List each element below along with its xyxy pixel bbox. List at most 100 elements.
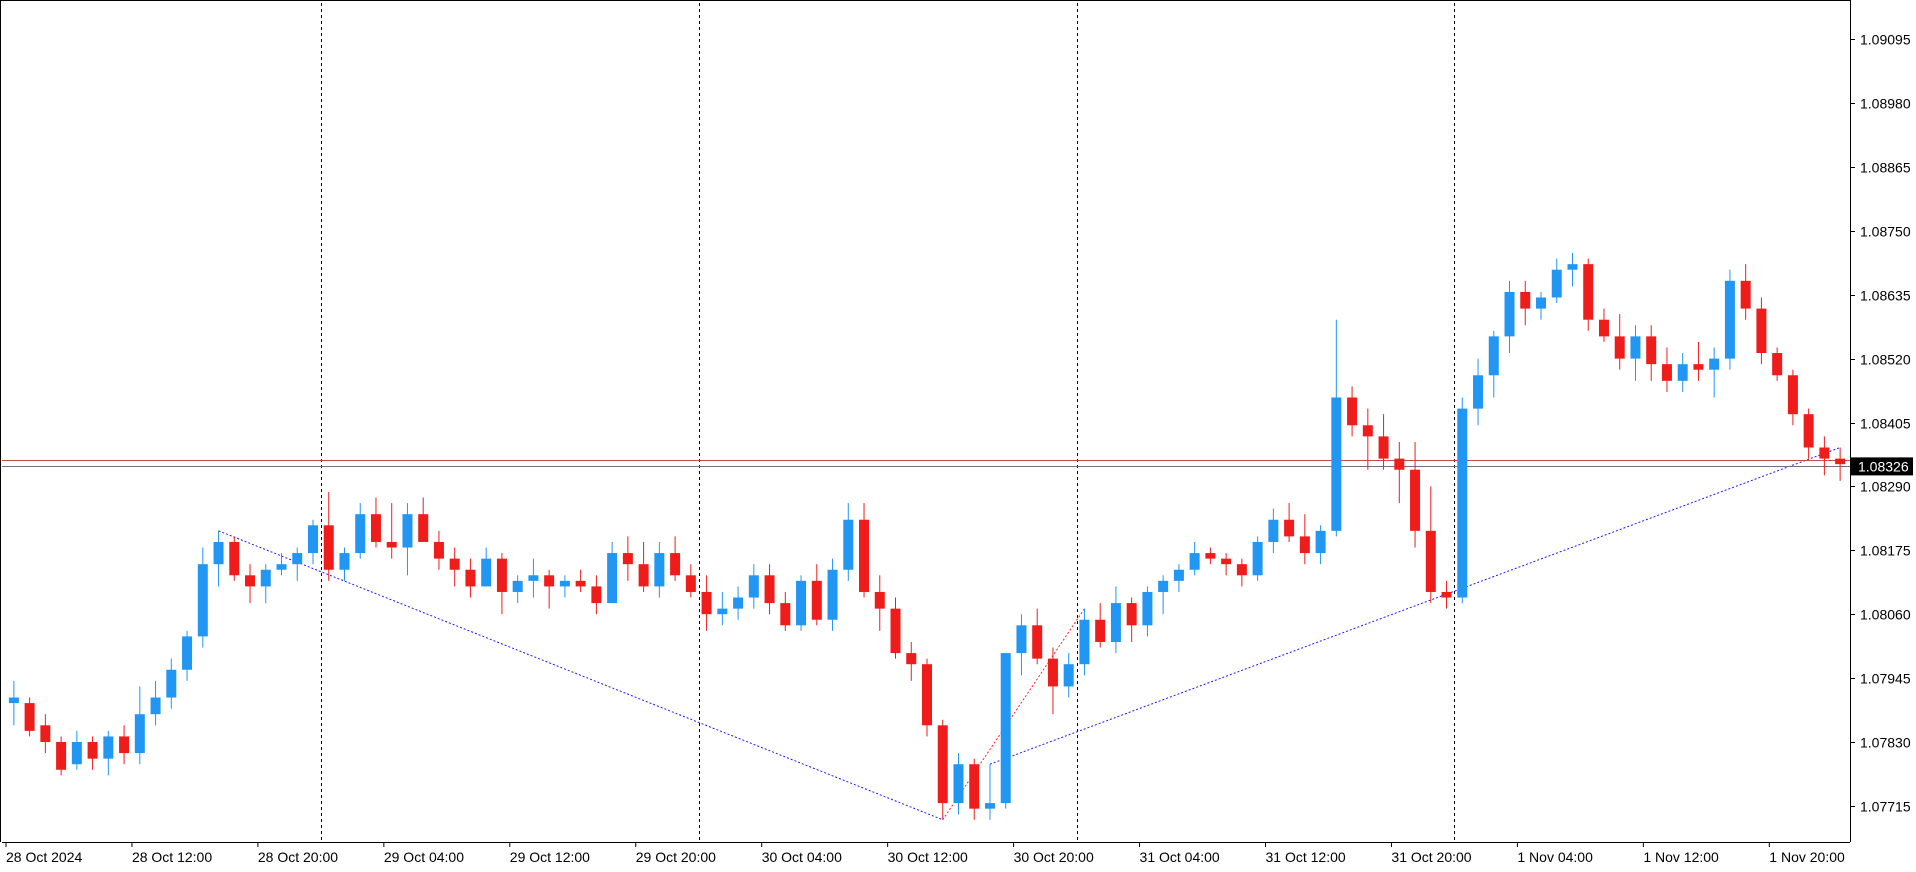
candle[interactable] <box>1126 597 1137 642</box>
candle[interactable] <box>134 686 145 765</box>
candle[interactable] <box>1583 258 1594 331</box>
candle[interactable] <box>528 558 539 598</box>
candle[interactable] <box>402 503 413 576</box>
candle[interactable] <box>1268 508 1279 554</box>
candle[interactable] <box>1284 503 1295 542</box>
candle[interactable] <box>670 536 681 581</box>
candle[interactable] <box>1598 308 1609 342</box>
candle[interactable] <box>481 547 492 587</box>
candle[interactable] <box>1079 608 1090 676</box>
candle[interactable] <box>733 586 744 620</box>
candle[interactable] <box>1394 441 1405 504</box>
candle[interactable] <box>575 569 586 592</box>
candle[interactable] <box>512 575 523 604</box>
candle[interactable] <box>87 736 98 770</box>
candle[interactable] <box>229 536 240 581</box>
candle[interactable] <box>1473 358 1484 426</box>
candle[interactable] <box>827 558 838 631</box>
candle[interactable] <box>213 530 224 587</box>
candle[interactable] <box>276 553 287 576</box>
candle[interactable] <box>1677 353 1688 392</box>
candle[interactable] <box>1536 291 1546 320</box>
candle[interactable] <box>969 758 980 820</box>
candle[interactable] <box>1000 653 1011 809</box>
candle[interactable] <box>937 719 948 820</box>
candle[interactable] <box>607 541 618 604</box>
candle[interactable] <box>654 541 665 598</box>
candle[interactable] <box>748 564 759 609</box>
candle[interactable] <box>1410 441 1421 548</box>
candle[interactable] <box>197 547 208 648</box>
candle[interactable] <box>1772 347 1783 381</box>
candle[interactable] <box>1819 436 1830 476</box>
candle[interactable] <box>1787 369 1798 426</box>
candle[interactable] <box>1299 514 1310 565</box>
candles[interactable] <box>8 253 1846 820</box>
candle[interactable] <box>496 553 507 615</box>
candle[interactable] <box>418 497 429 542</box>
candle[interactable] <box>764 564 775 615</box>
candle[interactable] <box>922 658 932 737</box>
candle[interactable] <box>717 591 728 626</box>
candle[interactable] <box>1142 586 1153 637</box>
candle[interactable] <box>56 736 67 776</box>
candle[interactable] <box>1646 325 1657 381</box>
candle[interactable] <box>166 658 177 709</box>
candle[interactable] <box>1630 325 1641 381</box>
candle[interactable] <box>811 564 822 626</box>
candle[interactable] <box>24 697 35 737</box>
candle[interactable] <box>40 714 51 754</box>
candle[interactable] <box>1803 408 1814 459</box>
candle[interactable] <box>1661 347 1672 392</box>
candle[interactable] <box>1504 280 1515 354</box>
candle[interactable] <box>182 630 193 681</box>
candle[interactable] <box>1347 386 1358 437</box>
candle[interactable] <box>150 680 161 726</box>
candle[interactable] <box>1693 341 1704 381</box>
candle[interactable] <box>1457 397 1468 604</box>
candle[interactable] <box>780 591 791 631</box>
candle[interactable] <box>339 547 350 581</box>
candle[interactable] <box>433 530 444 570</box>
candle[interactable] <box>1709 347 1720 398</box>
candle[interactable] <box>1740 264 1751 320</box>
candle[interactable] <box>1331 319 1342 537</box>
candle[interactable] <box>685 564 696 598</box>
candle[interactable] <box>906 641 917 681</box>
candle[interactable] <box>1047 647 1058 715</box>
candle[interactable] <box>622 536 633 581</box>
candle[interactable] <box>1362 408 1373 470</box>
candle[interactable] <box>953 753 964 815</box>
candle[interactable] <box>308 519 318 565</box>
candle[interactable] <box>874 575 885 631</box>
candle[interactable] <box>260 564 271 604</box>
candle[interactable] <box>843 503 854 581</box>
candle[interactable] <box>355 503 366 559</box>
candle[interactable] <box>1063 653 1074 698</box>
candle[interactable] <box>559 575 570 598</box>
candle[interactable] <box>1614 314 1625 370</box>
candle[interactable] <box>1095 603 1106 648</box>
candle[interactable] <box>544 569 555 609</box>
candle[interactable] <box>449 547 460 587</box>
candle[interactable] <box>859 503 870 598</box>
candle[interactable] <box>1315 525 1326 565</box>
candle[interactable] <box>1016 614 1027 676</box>
candle[interactable] <box>71 730 82 770</box>
candle[interactable] <box>1158 575 1169 615</box>
candle[interactable] <box>370 497 381 548</box>
candle[interactable] <box>1110 586 1121 654</box>
candle[interactable] <box>323 491 334 581</box>
candle[interactable] <box>119 725 130 765</box>
candle[interactable] <box>1221 553 1232 576</box>
candle[interactable] <box>1835 447 1846 481</box>
candle[interactable] <box>890 597 901 659</box>
candle[interactable] <box>1567 253 1578 287</box>
candle[interactable] <box>1724 269 1735 370</box>
candle[interactable] <box>1756 297 1767 365</box>
candle[interactable] <box>465 558 476 598</box>
candle[interactable] <box>8 680 19 726</box>
candle[interactable] <box>638 541 649 592</box>
